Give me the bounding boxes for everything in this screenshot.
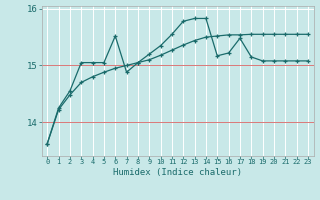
X-axis label: Humidex (Indice chaleur): Humidex (Indice chaleur) bbox=[113, 168, 242, 177]
